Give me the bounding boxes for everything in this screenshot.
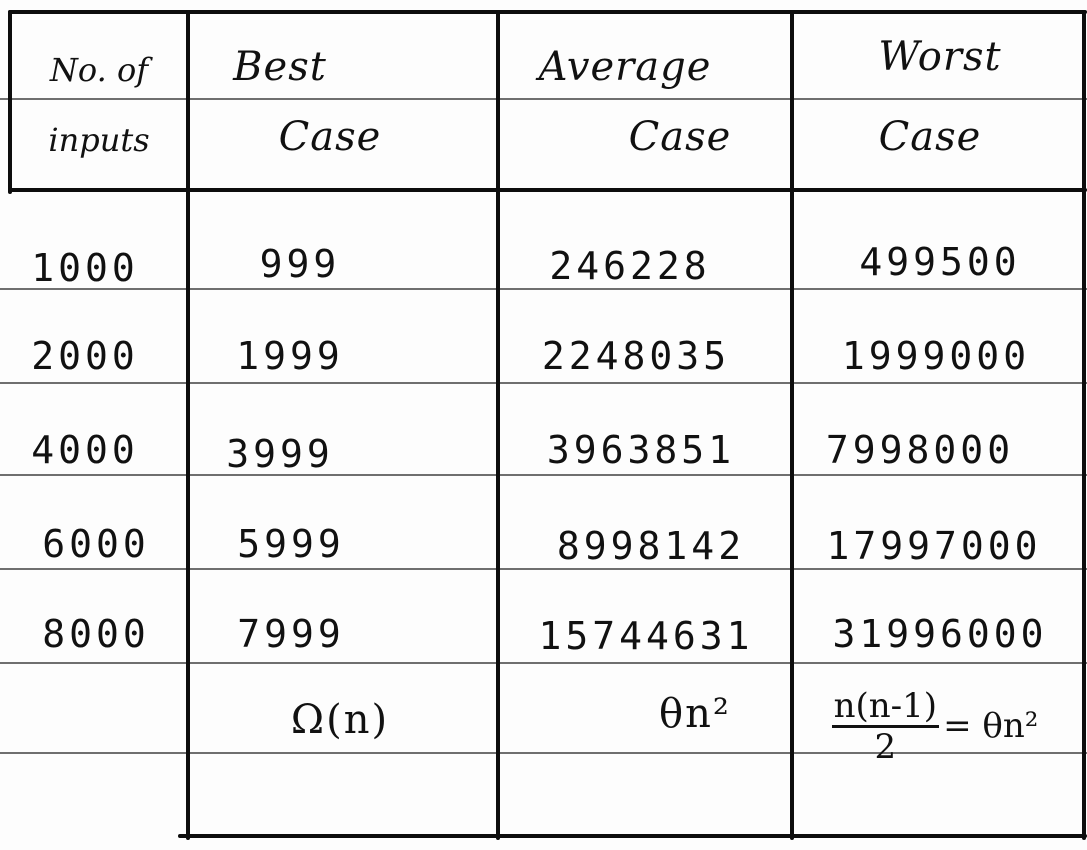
table-cell-inputs: 8000 (42, 612, 150, 656)
table-cell-worst: 1999000 (841, 334, 1031, 378)
worst-case-numerator: n(n-1) (831, 685, 940, 728)
header-best-line1: Best (233, 44, 327, 90)
table-cell-worst: 17997000 (826, 524, 1042, 568)
worst-case-denominator: 2 (874, 726, 897, 767)
column-divider-1 (186, 10, 190, 840)
table-cell-worst: 31996000 (832, 612, 1048, 656)
ruled-line (0, 662, 1087, 664)
table-cell-inputs: 2000 (31, 334, 139, 378)
table-cell-best: 3999 (226, 432, 334, 476)
worst-case-fraction: n(n-1) 2 (831, 685, 940, 767)
header-average-line2: Case (628, 114, 732, 160)
header-worst-line2: Case (878, 114, 982, 160)
header-inputs-line2: inputs (48, 121, 150, 159)
table-right-border (1082, 10, 1086, 840)
table-cell-average: 2248035 (541, 334, 731, 378)
column-divider-3 (790, 12, 794, 840)
table-cell-inputs: 1000 (31, 246, 139, 290)
table-cell-average: 15744631 (538, 614, 754, 658)
ruled-line (0, 288, 1087, 290)
table-left-border (8, 10, 12, 194)
header-worst-line1: Worst (878, 34, 1002, 80)
table-cell-worst: 499500 (859, 240, 1021, 284)
table-cell-best: 7999 (237, 612, 345, 656)
table-cell-average: 246228 (549, 244, 711, 288)
header-average-line1: Average (538, 44, 712, 90)
table-cell-best: 999 (259, 242, 341, 286)
table-header-border (8, 188, 1087, 192)
ruled-line (0, 98, 1087, 100)
ruled-line (0, 382, 1087, 384)
table-cell-inputs: 4000 (31, 428, 139, 472)
average-case-complexity: θn² (659, 691, 731, 737)
table-cell-best: 5999 (237, 522, 345, 566)
table-top-border (8, 10, 1087, 14)
ruled-line (0, 568, 1087, 570)
best-case-complexity: Ω(n) (290, 697, 390, 743)
table-cell-best: 1999 (236, 334, 344, 378)
header-best-line2: Case (278, 114, 382, 160)
worst-case-result: = θn² (943, 706, 1039, 746)
table-cell-average: 3963851 (546, 428, 736, 472)
table-cell-worst: 7998000 (825, 428, 1015, 472)
ruled-line (0, 752, 1087, 754)
table-cell-inputs: 6000 (42, 522, 150, 566)
header-inputs-line1: No. of (49, 51, 149, 89)
ruled-line (0, 474, 1087, 476)
table-bottom-border (178, 834, 1087, 838)
worst-case-complexity: n(n-1) 2 = θn² (800, 676, 1070, 776)
table-cell-average: 8998142 (556, 524, 746, 568)
column-divider-2 (496, 12, 500, 840)
